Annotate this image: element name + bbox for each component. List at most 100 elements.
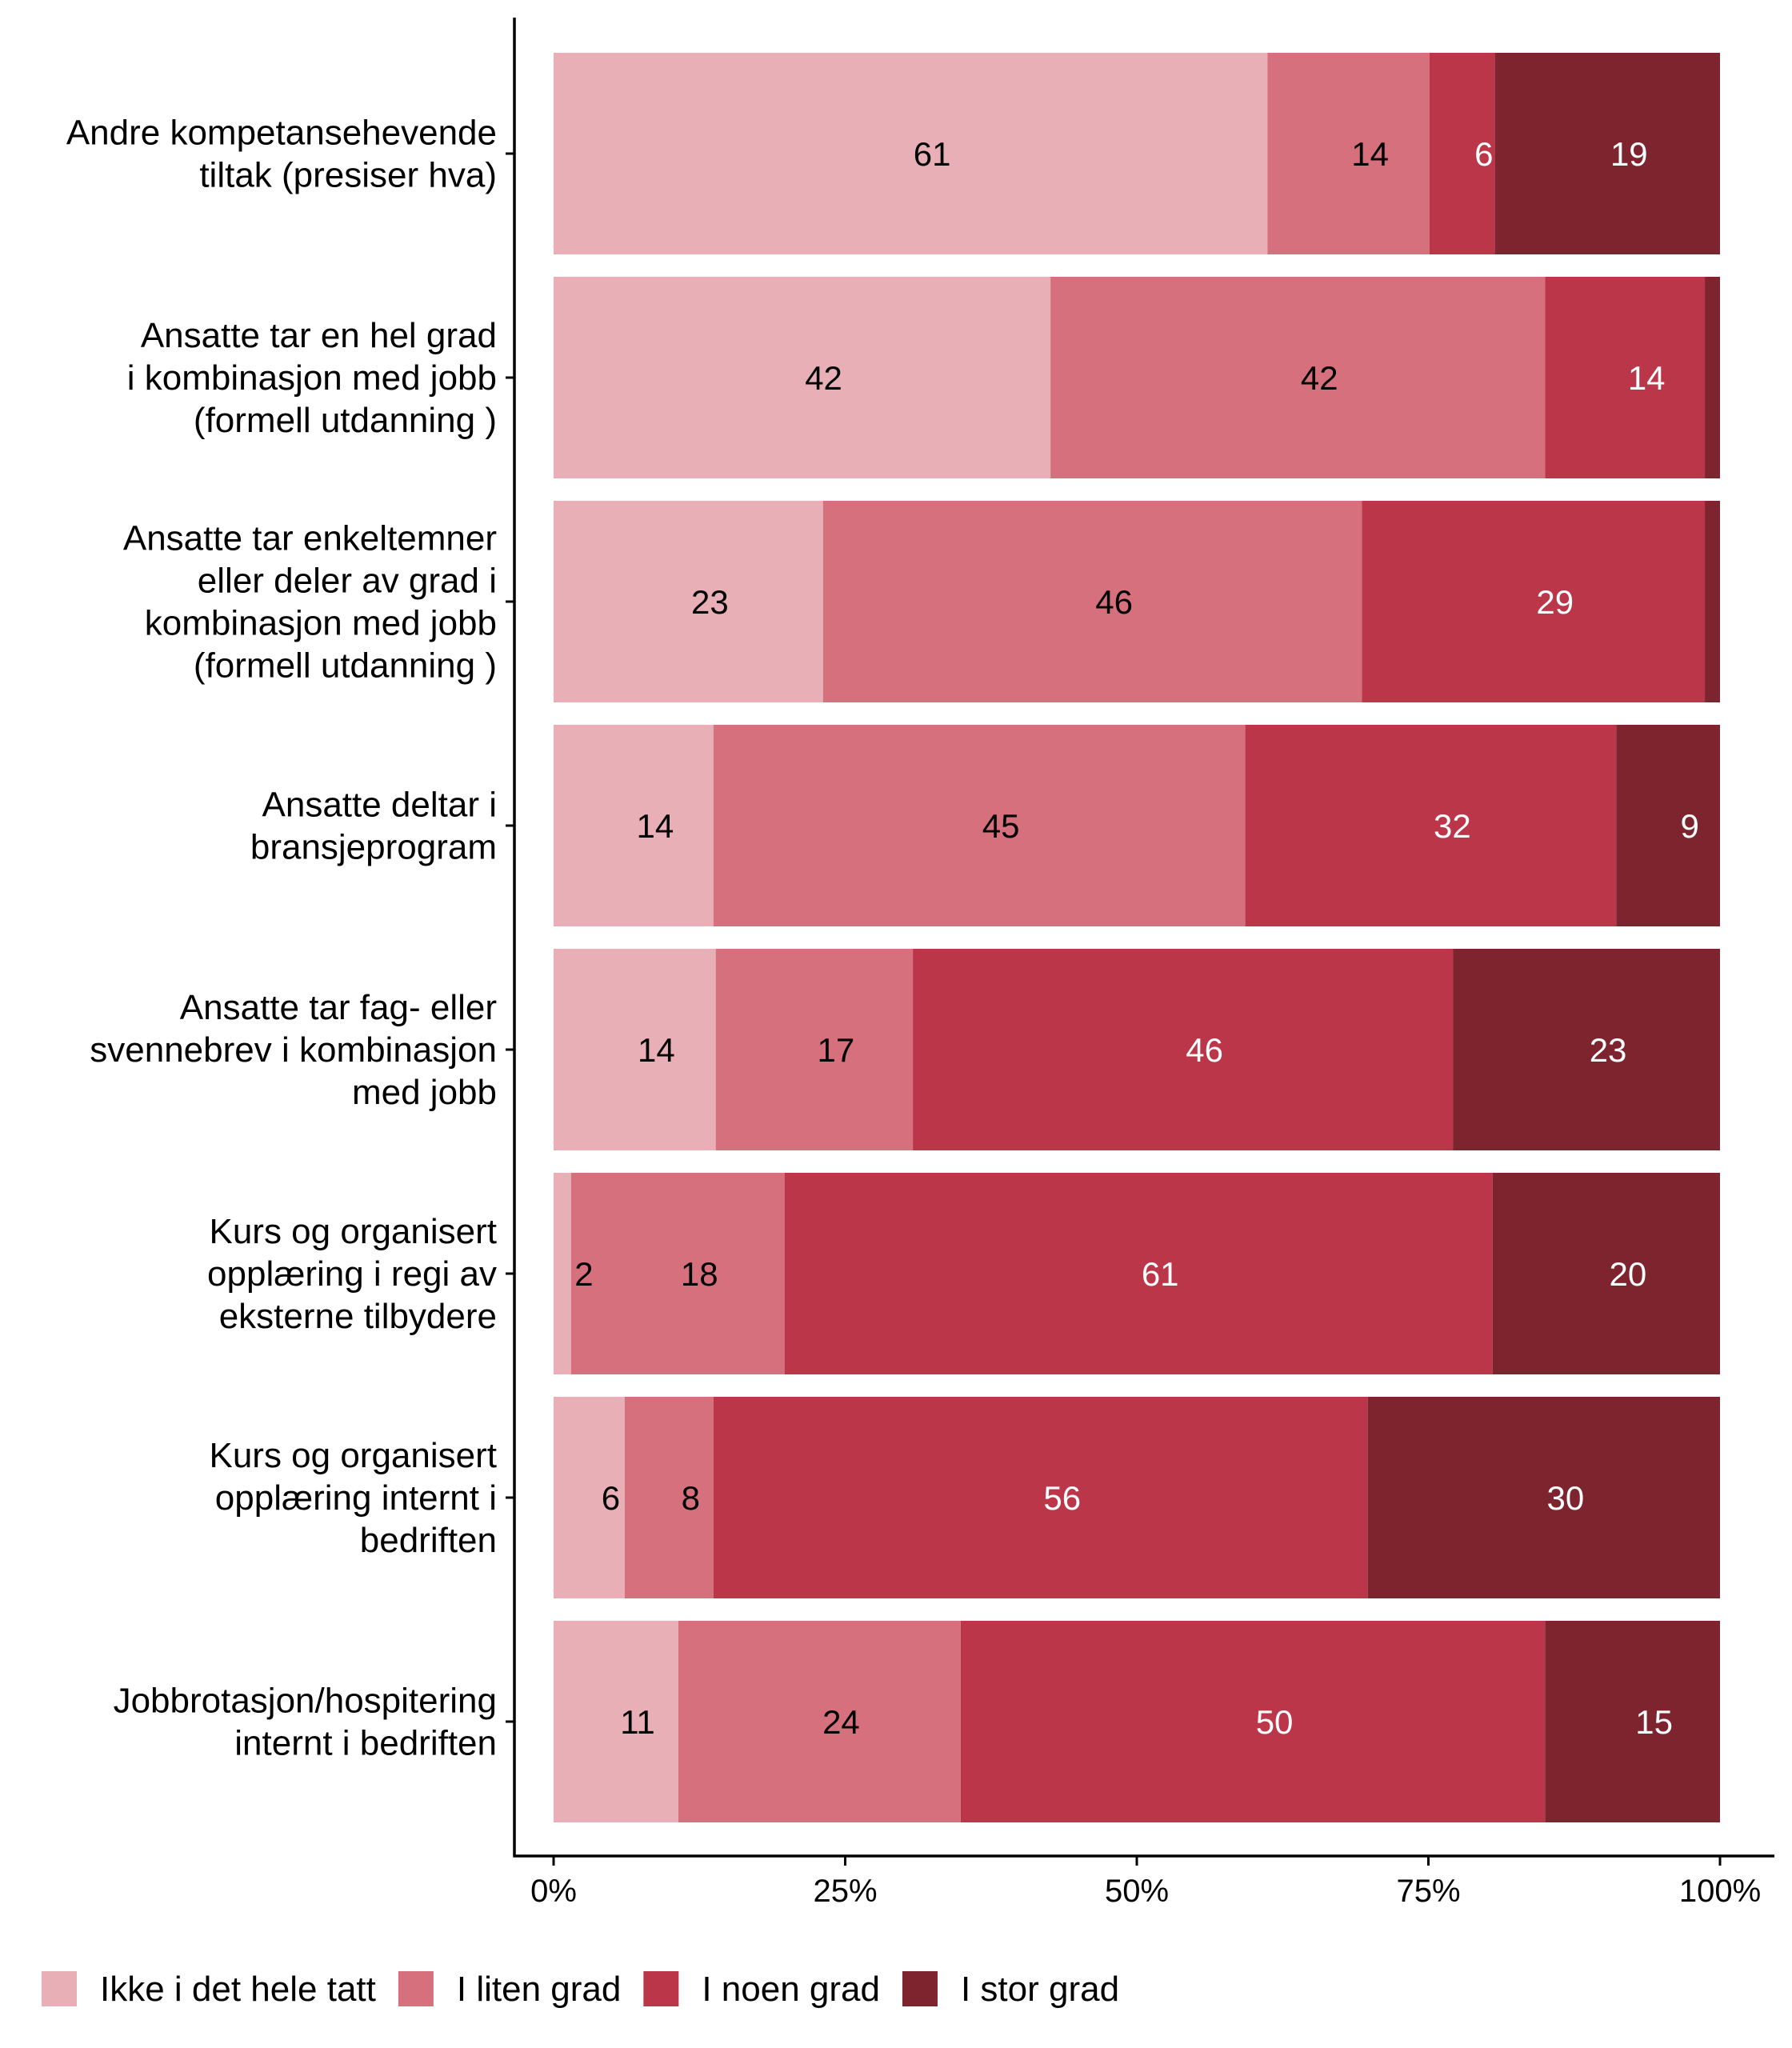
y-tick-label-line: Ansatte tar enkeltemner (123, 519, 497, 558)
bar-segment (784, 1173, 1493, 1374)
bar-segment (960, 1621, 1546, 1822)
data-label: 2 (1725, 359, 1743, 397)
bar-segment (554, 949, 716, 1150)
data-label: 23 (691, 583, 729, 621)
bar-segment (1545, 1621, 1720, 1822)
legend-label: I stor grad (961, 1970, 1119, 2009)
bar-segment (1705, 277, 1720, 478)
data-label: 6 (602, 1479, 620, 1517)
y-tick-label: Ansatte tar fag- eller svennebrev i kombi… (90, 988, 497, 1112)
legend-swatch (902, 1971, 938, 2006)
bar-segment (554, 1173, 571, 1374)
bar-segment (1050, 277, 1546, 478)
y-tick-label-line: Kurs og organisert (209, 1212, 497, 1251)
bar-segment (1245, 725, 1617, 926)
data-label: 30 (1546, 1479, 1584, 1517)
bar-segment (1362, 501, 1706, 702)
legend-swatch (42, 1971, 77, 2006)
y-tick-label: Jobbrotasjon/hospitering internt i bedrif… (114, 1682, 497, 1763)
y-tick-label: Kurs og organisert opplæring i regi av eks… (207, 1212, 497, 1336)
segment-labels-layer: 61 14 6 19 42 42 14 2 23 46 29 2 14 45 32 9 14 17 46 23 2 18 6… (574, 135, 1743, 1741)
legend-label: I noen grad (702, 1970, 880, 2009)
bar-segment (554, 1621, 679, 1822)
data-label: 9 (1680, 807, 1698, 845)
legend-item: I stor grad (902, 1970, 1119, 2009)
bar-segment (1494, 53, 1720, 254)
bars-layer (554, 53, 1720, 1822)
legend-label: I liten grad (457, 1970, 621, 2009)
y-tick-label: Ansatte deltar i bransjeprogram (250, 786, 497, 867)
legend-swatch (643, 1971, 679, 2006)
bar-segment (554, 501, 823, 702)
y-tick-label-line: med jobb (352, 1073, 497, 1112)
data-label: 45 (982, 807, 1020, 845)
y-tick-label-line: opplæring i regi av (207, 1254, 497, 1294)
legend: Ikke i det hele tatt I liten grad I noen g… (42, 1970, 1119, 2009)
data-label: 61 (1142, 1255, 1179, 1293)
data-label: 15 (1635, 1703, 1673, 1741)
y-tick-label-line: Ansatte tar fag- eller (180, 988, 497, 1027)
y-axis: Andre kompetansehevende tiltak (presiser … (66, 18, 516, 1858)
legend-swatch (398, 1971, 434, 2006)
data-label: 6 (1474, 135, 1493, 173)
data-label: 8 (682, 1479, 700, 1517)
data-label: 2 (1725, 583, 1743, 621)
bar-segment (554, 1397, 625, 1598)
bar-segment (1492, 1173, 1720, 1374)
bar-segment (678, 1621, 961, 1822)
bar-segment (554, 725, 714, 926)
y-tick-label-line: Andre kompetansehevende (66, 114, 497, 153)
x-tick-label: 100% (1679, 1874, 1761, 1909)
y-tick-label-line: (formell utdanning ) (194, 401, 497, 440)
x-tick-label: 0% (530, 1874, 577, 1909)
y-tick-label: Ansatte tar enkeltemner eller deler av gr… (123, 519, 497, 686)
legend-item: I noen grad (643, 1970, 880, 2009)
bar-segment (1453, 949, 1720, 1150)
data-label: 2 (574, 1255, 593, 1293)
bar-segment (554, 53, 1268, 254)
y-tick-label-line: internt i bedriften (234, 1724, 497, 1763)
x-tick-label: 25% (813, 1874, 877, 1909)
bar-segment (554, 277, 1051, 478)
data-label: 42 (805, 359, 842, 397)
y-tick-label-line: bransjeprogram (250, 828, 497, 867)
data-label: 46 (1186, 1031, 1223, 1069)
data-label: 14 (637, 807, 674, 845)
data-label: 19 (1610, 135, 1648, 173)
data-label: 18 (681, 1255, 718, 1293)
y-tick-label-line: Ansatte deltar i (262, 786, 498, 825)
y-tick-label-line: eller deler av grad i (198, 562, 497, 601)
data-label: 17 (818, 1031, 855, 1069)
x-tick-label: 75% (1396, 1874, 1460, 1909)
data-label: 56 (1043, 1479, 1081, 1517)
bar-segment (913, 949, 1454, 1150)
bar-segment (1267, 53, 1430, 254)
bar-segment (1367, 1397, 1720, 1598)
y-tick-label-line: kombinasjon med jobb (145, 604, 497, 643)
x-tick-label: 50% (1105, 1874, 1169, 1909)
bar-segment (715, 949, 914, 1150)
data-label: 42 (1301, 359, 1338, 397)
legend-label: Ikke i det hele tatt (100, 1970, 376, 2009)
bar-segment (1429, 53, 1495, 254)
data-label: 29 (1536, 583, 1574, 621)
y-tick-label-line: eksterne tilbydere (219, 1297, 497, 1336)
data-label: 23 (1590, 1031, 1627, 1069)
y-tick-label-line: opplæring internt i (215, 1478, 497, 1518)
y-tick-label-line: svennebrev i kombinasjon (90, 1030, 497, 1070)
legend-item: I liten grad (398, 1970, 621, 2009)
bar-segment (713, 1397, 1368, 1598)
y-tick-label-line: Jobbrotasjon/hospitering (114, 1682, 497, 1721)
x-axis: 0% 25% 50% 75% 100% (513, 1854, 1774, 1909)
bar-segment (1545, 277, 1706, 478)
bar-segment (1705, 501, 1720, 702)
y-tick-label: Andre kompetansehevende tiltak (presiser … (66, 114, 497, 195)
y-tick-label-line: (formell utdanning ) (194, 646, 497, 686)
data-label: 14 (638, 1031, 675, 1069)
bar-segment (570, 1173, 785, 1374)
y-tick-label: Ansatte tar en hel grad i kombinasjon med… (127, 316, 497, 440)
legend-item: Ikke i det hele tatt (42, 1970, 376, 2009)
bar-segment (713, 725, 1246, 926)
data-label: 61 (914, 135, 951, 173)
